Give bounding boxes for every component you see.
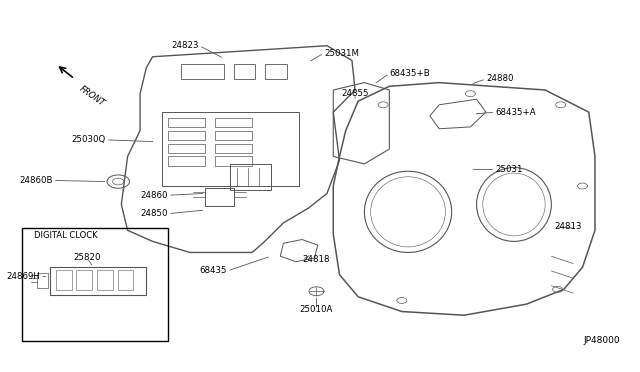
Text: 25031: 25031 [495,165,523,174]
Bar [265,64,287,79]
Bar [77,270,92,290]
Text: 24855: 24855 [341,89,369,98]
Bar [22,228,168,341]
Text: 24850: 24850 [141,209,168,218]
Bar [215,144,252,153]
Bar [56,270,72,290]
Bar [234,64,255,79]
Bar [168,157,205,166]
Text: FRONT: FRONT [77,84,106,108]
Bar [168,131,205,140]
Text: 68435+B: 68435+B [389,69,430,78]
Text: 25010A: 25010A [300,305,333,314]
Text: 24818: 24818 [302,255,330,264]
Bar [215,157,252,166]
Text: 68435: 68435 [200,266,227,275]
Text: 68435+A: 68435+A [495,108,536,117]
Text: 25820: 25820 [74,253,101,263]
Text: JP48000: JP48000 [583,336,620,345]
Bar [118,270,133,290]
Text: DIGITAL CLOCK: DIGITAL CLOCK [34,231,98,240]
Text: 25031M: 25031M [324,49,359,58]
Bar [162,112,299,186]
Bar [50,267,147,295]
Text: 24869H: 24869H [6,272,40,281]
Bar [168,118,205,127]
Bar [180,64,224,79]
Text: 24823: 24823 [172,41,199,50]
Bar [215,118,252,127]
Text: 24880: 24880 [486,74,513,83]
Text: 24813: 24813 [554,222,582,231]
Text: 24860: 24860 [141,191,168,200]
Text: 24860B: 24860B [19,176,53,185]
Bar [215,131,252,140]
Bar [230,164,271,190]
Text: 25030Q: 25030Q [72,135,106,144]
Bar [168,144,205,153]
Bar [37,273,49,288]
Bar [97,270,113,290]
Bar [205,188,234,206]
